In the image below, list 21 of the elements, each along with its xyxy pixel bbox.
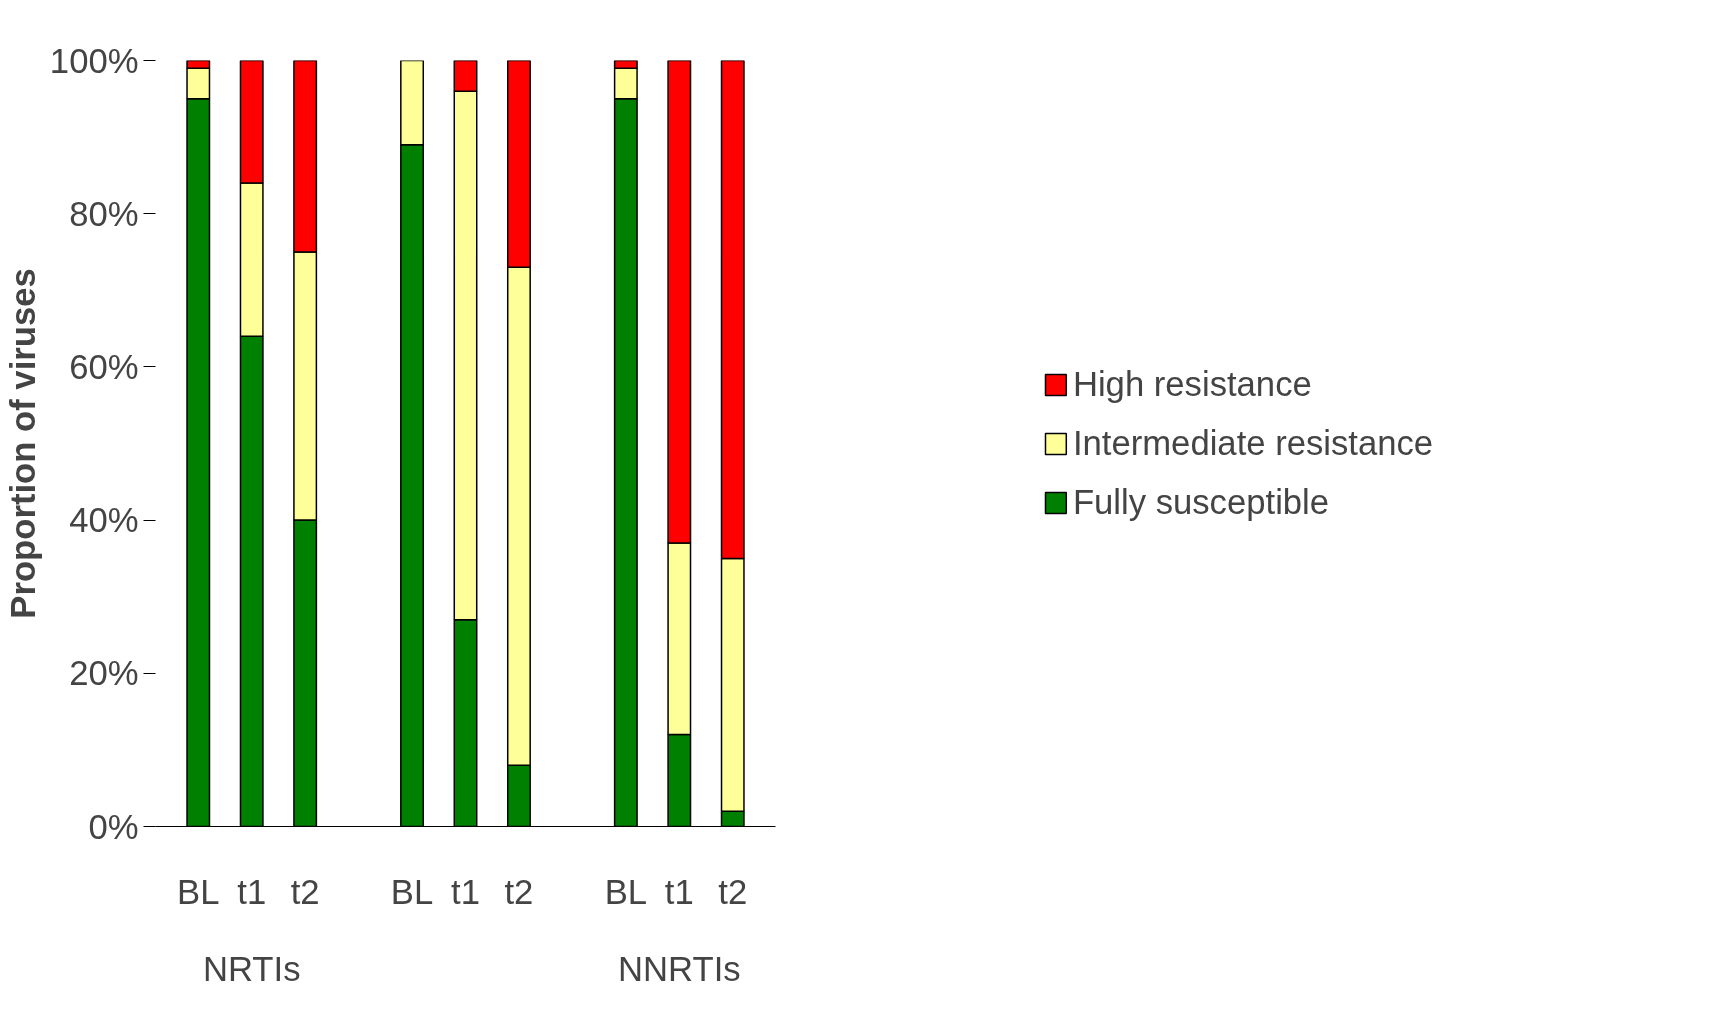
y-tick-label: 100% — [49, 41, 139, 80]
x-tick-label: BL — [390, 872, 434, 911]
x-tick-label: t2 — [290, 872, 320, 911]
legend-label: High resistance — [1072, 364, 1312, 404]
x-tick-label: BL — [604, 872, 648, 911]
y-tick-label: 40% — [69, 501, 139, 540]
y-tick-label: 0% — [88, 807, 139, 846]
x-tick-label: t2 — [718, 872, 748, 911]
y-tick-label: 60% — [69, 347, 139, 386]
x-tick-label: t1 — [451, 872, 480, 911]
y-tick-label: 20% — [69, 654, 139, 693]
text: NRTIs — [202, 949, 301, 988]
y-axis-title: Proportion of viruses — [3, 268, 42, 619]
legend-label: Intermediate resistance — [1072, 423, 1434, 463]
legend-label: Fully susceptible — [1072, 482, 1330, 522]
x-tick-label: t1 — [664, 872, 694, 911]
y-tick-label: 80% — [69, 194, 139, 233]
x-tick-label: t1 — [237, 872, 267, 911]
x-tick-label: t2 — [504, 872, 534, 911]
text: NNRTIs — [618, 949, 741, 988]
x-tick-label: BL — [177, 872, 220, 911]
